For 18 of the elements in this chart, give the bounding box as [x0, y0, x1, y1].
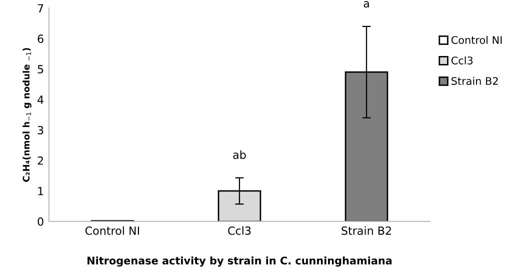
y-tick-label: 0	[38, 217, 44, 226]
y-tick-label: 7	[38, 4, 44, 12]
x-tick-label: Ccl3	[228, 226, 251, 235]
legend-label: Strain B2	[452, 76, 498, 85]
y-tick-label: 1	[38, 187, 44, 196]
y-tick-label: 5	[38, 65, 44, 74]
legend-label: Ccl3	[451, 56, 473, 64]
y-tick-label: 6	[38, 34, 44, 43]
x-axis-title: Nitrogenase activity by strain in C. cunninghamiana	[88, 256, 392, 267]
legend-label: Control NI	[451, 36, 502, 44]
y-tick-label: 4	[38, 96, 44, 104]
y-tick-label: 3	[38, 126, 44, 134]
y-tick-label: 2	[38, 156, 43, 165]
x-tick-label: Control NI	[85, 226, 139, 235]
y-axis-title: C₂H₄(nmol h$_{−1}$ g nodule $_{−1}$)	[22, 48, 32, 182]
text: a	[364, 1, 369, 8]
annotation: ab	[233, 150, 246, 160]
x-tick-label: Strain B2	[342, 226, 391, 235]
